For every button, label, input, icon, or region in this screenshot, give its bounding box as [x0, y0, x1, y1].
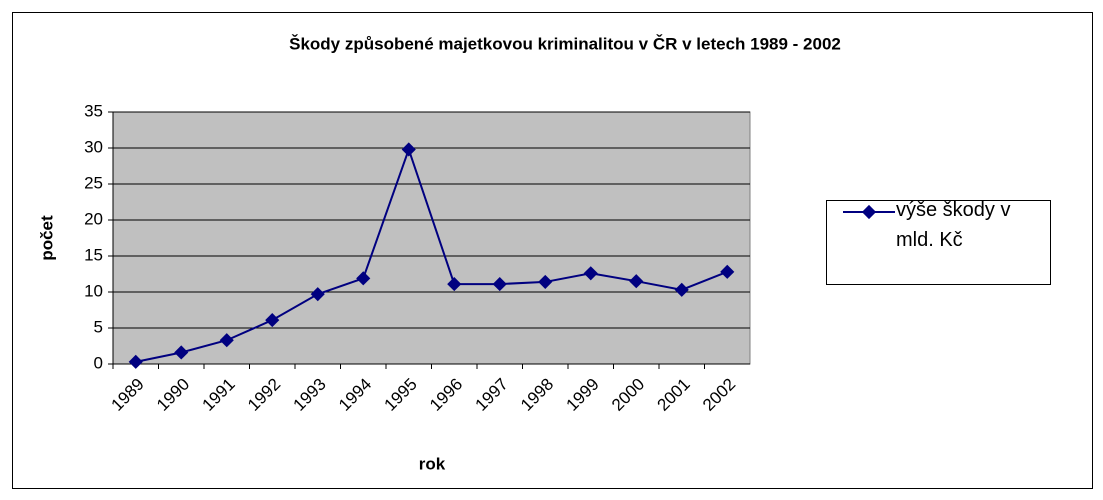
y-tick-label: 35 — [84, 101, 103, 120]
series-line — [135, 146, 728, 363]
marker — [538, 274, 553, 289]
y-tick-label: 30 — [84, 137, 103, 156]
marker — [492, 277, 507, 292]
x-axis-title: rok — [419, 454, 446, 473]
y-tick-label: 5 — [94, 317, 103, 336]
legend-label: výše škody v mld. Kč — [896, 199, 1011, 251]
marker — [401, 142, 416, 157]
y-tick-label: 15 — [84, 245, 103, 264]
marker — [629, 274, 644, 289]
y-axis-title: počet — [37, 215, 56, 261]
y-tick-label: 20 — [84, 209, 103, 228]
y-tick-label: 0 — [94, 353, 103, 372]
marker — [720, 264, 735, 279]
plot-area — [112, 111, 751, 365]
marker — [447, 277, 462, 292]
marker — [356, 271, 371, 286]
marker — [219, 333, 234, 348]
marker — [174, 345, 189, 360]
marker — [310, 287, 325, 302]
chart-title: Škody způsobené majetkovou kriminalitou … — [289, 34, 841, 53]
y-tick-label: 25 — [84, 173, 103, 192]
marker — [674, 282, 689, 297]
legend-box — [826, 200, 1051, 285]
marker — [583, 266, 598, 281]
legend-marker — [861, 204, 877, 220]
marker — [265, 313, 280, 328]
y-tick-label: 10 — [84, 281, 103, 300]
marker — [128, 354, 143, 369]
